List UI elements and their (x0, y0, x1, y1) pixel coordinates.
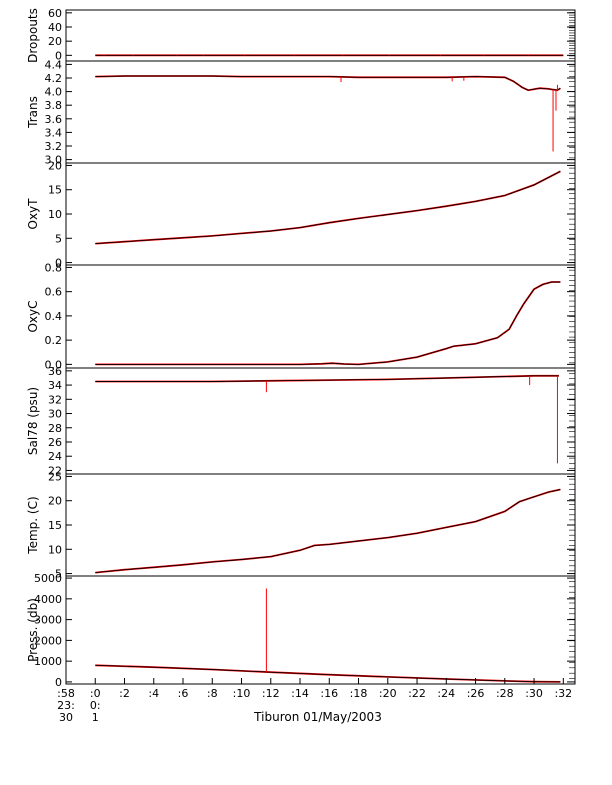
panel-frame-press (65, 575, 576, 685)
x-tick-label: :10 (233, 687, 251, 700)
x-tick-label: :0 (90, 687, 101, 700)
x-tick-hour: 23: (57, 699, 75, 712)
panel-frame-oxyt (65, 162, 576, 266)
x-tick-label: :16 (320, 687, 338, 700)
panels: 0204060Dropouts3.03.23.43.63.84.04.24.4T… (26, 7, 576, 689)
y-tick-label: 36 (48, 365, 62, 378)
y-tick-label: 0.0 (45, 358, 63, 371)
y-tick-label: 40 (48, 21, 62, 34)
y-tick-label: 15 (48, 184, 62, 197)
y-tick-label: 34 (48, 379, 62, 392)
x-tick-label: :24 (437, 687, 455, 700)
x-tick-label: :8 (207, 687, 218, 700)
x-tick-label: :2 (119, 687, 130, 700)
panel-oxyc: 0.0 0.2 0.4 0.6 0.8 OxyC (26, 261, 576, 371)
y-tick-label: 2000 (34, 634, 62, 647)
series-line-sal78 (95, 375, 559, 382)
panel-frame-dropouts (65, 9, 576, 62)
x-tick-label: :26 (467, 687, 485, 700)
figure-caption: Tiburon 01/May/2003 (253, 710, 382, 724)
x-tick-day: 30 (59, 711, 73, 724)
x-tick-label: :12 (262, 687, 280, 700)
y-tick-label: 20 (48, 35, 62, 48)
series-line-overlay-trans (95, 75, 561, 92)
series-line-oxyc (95, 281, 561, 365)
y-tick-label: 22 (48, 464, 62, 477)
y-tick-label: 20 (48, 159, 62, 172)
y-tick-label: 0 (55, 257, 62, 270)
y-axis-label-trans: Trans (26, 96, 40, 129)
y-axis-label-dropouts: Dropouts (26, 8, 40, 63)
x-tick-label: :18 (350, 687, 368, 700)
y-tick-label: 4.0 (45, 86, 63, 99)
y-tick-label: 10 (48, 208, 62, 221)
y-tick-label: 3.4 (45, 126, 63, 139)
series-line-press (95, 664, 561, 683)
y-tick-label: 3000 (34, 614, 62, 627)
y-tick-label: 26 (48, 436, 62, 449)
x-tick-label: :22 (408, 687, 426, 700)
x-tick-label: :30 (525, 687, 543, 700)
y-tick-label: 5 (55, 568, 62, 581)
series-line-overlay-oxyc (95, 281, 561, 366)
panel-temp: 5 10 15 20 25 Temp. (C) (26, 470, 576, 581)
y-tick-label: 20 (48, 495, 62, 508)
x-tick-label: :4 (148, 687, 159, 700)
x-tick-day: 1 (92, 711, 99, 724)
y-tick-label: 60 (48, 7, 62, 20)
y-tick-label: 15 (48, 519, 62, 532)
y-tick-label: 4.2 (45, 72, 63, 85)
y-tick-label: 24 (48, 450, 62, 463)
y-axis-label-temp: Temp. (C) (26, 496, 40, 554)
y-axis-label-oxyt: OxyT (26, 198, 40, 230)
panel-trans: 3.03.23.43.63.84.04.24.4 Trans (26, 58, 576, 167)
y-tick-label: 1000 (34, 655, 62, 668)
y-axis-label-sal78: Sal78 (psu) (26, 387, 40, 455)
y-tick-label: 3.2 (45, 140, 63, 153)
y-tick-label: 4000 (34, 593, 62, 606)
x-tick-label: :32 (554, 687, 572, 700)
series-line-overlay-temp (95, 488, 561, 574)
y-tick-label: 0 (55, 49, 62, 62)
y-tick-label: 5 (55, 232, 62, 245)
panel-frame-sal78 (65, 367, 576, 475)
y-tick-label: 10 (48, 543, 62, 556)
y-tick-label: 25 (48, 470, 62, 483)
series-line-temp (95, 489, 561, 574)
panel-frame-oxyc (65, 264, 576, 369)
y-tick-label: 30 (48, 408, 62, 421)
y-tick-label: 3.8 (45, 99, 63, 112)
panel-press: 0 1000 2000 3000 4000 5000 Press. (db) (26, 572, 576, 689)
y-tick-label: 32 (48, 393, 62, 406)
x-tick-label: :58 (57, 687, 75, 700)
y-axis-label-press: Press. (db) (26, 598, 40, 662)
series-line-oxyt (95, 170, 561, 245)
y-tick-label: 0.2 (45, 334, 63, 347)
x-tick-label: :6 (178, 687, 189, 700)
y-tick-label: 0 (55, 676, 62, 689)
y-tick-label: 4.4 (45, 58, 63, 71)
y-tick-label: 3.0 (45, 154, 63, 167)
series-line-trans (95, 75, 561, 91)
panel-oxyt: 0 5 10 15 20 OxyT (26, 159, 576, 270)
y-tick-label: 0.4 (45, 310, 63, 323)
y-tick-label: 0.6 (45, 286, 63, 299)
x-tick-label: :20 (379, 687, 397, 700)
panel-frame-temp (65, 473, 576, 577)
y-tick-label: 0.8 (45, 261, 63, 274)
x-tick-label: :28 (496, 687, 514, 700)
y-tick-label: 5000 (34, 572, 62, 585)
x-tick-hour: 0: (90, 699, 101, 712)
x-tick-label: :14 (291, 687, 309, 700)
y-tick-label: 3.6 (45, 113, 63, 126)
series-line-overlay-oxyt (95, 170, 561, 245)
x-axis: :58 :0 :2 :4 :6 :8 :10 :12 :14 :16 :18 :20 :22 :24 :26… (57, 678, 572, 724)
y-axis-label-oxyc: OxyC (26, 300, 40, 332)
y-tick-label: 28 (48, 422, 62, 435)
